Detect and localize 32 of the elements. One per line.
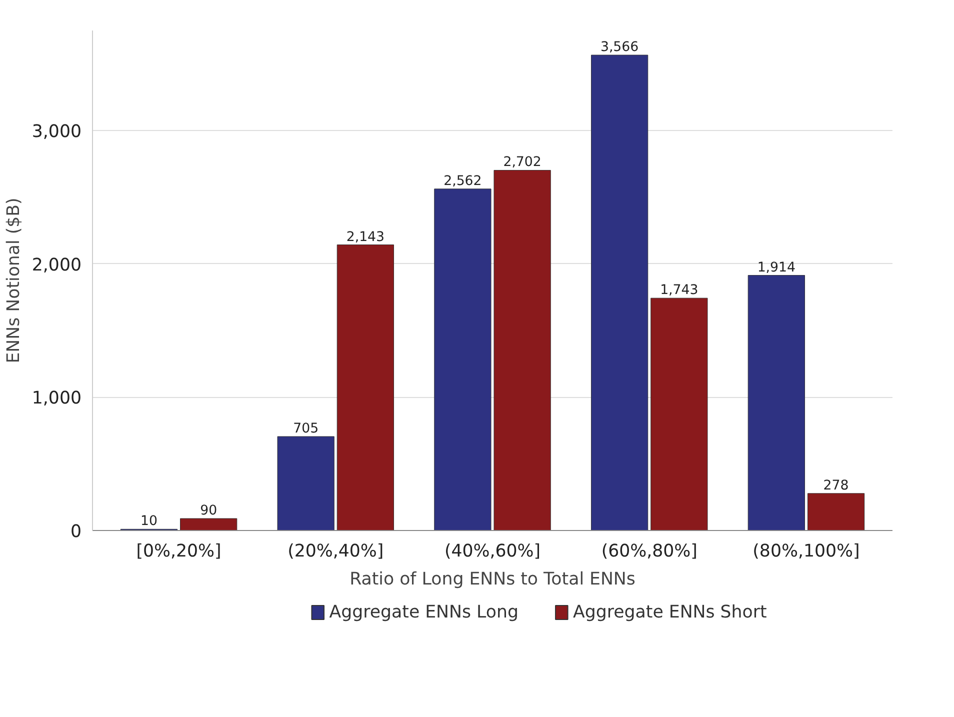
- data-label: 2,143: [346, 230, 385, 245]
- data-label: 90: [200, 504, 218, 518]
- y-tick-label: 2,000: [32, 255, 82, 276]
- legend-label: Aggregate ENNs Short: [573, 602, 768, 622]
- data-label: 705: [293, 422, 319, 436]
- data-label: 10: [140, 514, 158, 530]
- x-axis-title: Ratio of Long ENNs to Total ENNs: [350, 570, 636, 590]
- bar: [277, 436, 334, 530]
- bar: [807, 493, 865, 530]
- bar: [336, 244, 394, 530]
- data-label: 2,702: [503, 155, 542, 170]
- data-label: 278: [823, 478, 849, 494]
- bar: [180, 518, 238, 530]
- data-label: 1,743: [660, 283, 698, 298]
- x-tick-label: (60%,80%]: [601, 542, 698, 562]
- y-axis-title: ENNs Notional ($B): [4, 198, 24, 364]
- data-label: 3,566: [600, 40, 639, 56]
- y-tick-label: 0: [70, 522, 82, 542]
- bar: [650, 298, 708, 530]
- x-tick-label: (80%,100%]: [752, 542, 860, 562]
- data-label: 2,562: [444, 174, 482, 189]
- bar: [494, 170, 551, 530]
- x-tick-label: (20%,40%]: [288, 542, 384, 562]
- y-tick-label: 3,000: [32, 122, 82, 142]
- data-label: 1,914: [757, 260, 796, 276]
- x-tick-label: [0%,20%]: [136, 542, 222, 562]
- bar: [434, 188, 492, 530]
- bar: [748, 275, 805, 530]
- y-tick-label: 1,000: [32, 388, 82, 409]
- legend-label: Aggregate ENNs Long: [329, 602, 518, 622]
- x-tick-label: (40%,60%]: [444, 542, 541, 562]
- bar: [590, 54, 648, 530]
